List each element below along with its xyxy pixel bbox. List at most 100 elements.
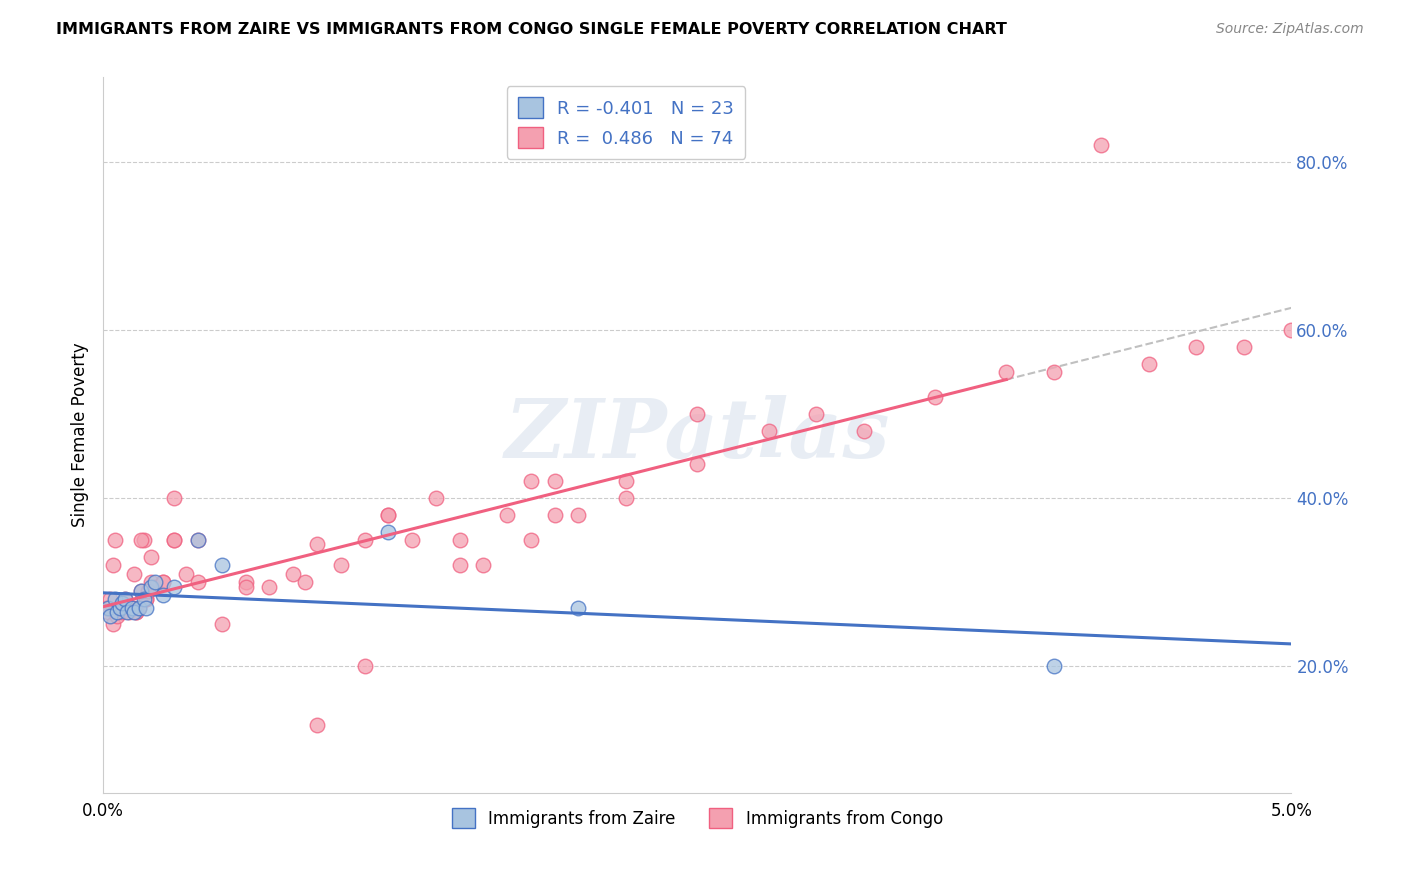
Point	[101, 617, 124, 632]
Point	[804, 407, 827, 421]
Point	[520, 533, 543, 548]
Point	[139, 580, 162, 594]
Point	[118, 605, 141, 619]
Point	[758, 424, 780, 438]
Text: ZIPatlas: ZIPatlas	[505, 395, 890, 475]
Point	[449, 533, 471, 548]
Point	[1233, 340, 1256, 354]
Point	[136, 583, 159, 598]
Point	[108, 600, 131, 615]
Point	[135, 592, 157, 607]
Point	[97, 600, 120, 615]
Point	[377, 508, 399, 522]
Point	[401, 533, 423, 548]
Point	[1137, 357, 1160, 371]
Y-axis label: Single Female Poverty: Single Female Poverty	[72, 343, 89, 527]
Point	[1090, 137, 1112, 152]
Point	[472, 558, 495, 573]
Point	[125, 605, 148, 619]
Point	[329, 558, 352, 573]
Point	[163, 491, 186, 505]
Point	[995, 365, 1018, 379]
Point	[544, 508, 567, 522]
Point	[353, 533, 375, 548]
Point	[377, 508, 399, 522]
Point	[132, 592, 155, 607]
Point	[305, 537, 328, 551]
Point	[105, 609, 128, 624]
Point	[259, 580, 281, 594]
Point	[305, 718, 328, 732]
Text: Source: ZipAtlas.com: Source: ZipAtlas.com	[1216, 22, 1364, 37]
Point	[852, 424, 875, 438]
Point	[152, 575, 174, 590]
Point	[128, 600, 150, 615]
Point	[152, 575, 174, 590]
Point	[163, 533, 186, 548]
Point	[108, 600, 131, 615]
Point	[145, 580, 167, 594]
Point	[121, 600, 143, 615]
Point	[139, 575, 162, 590]
Point	[1185, 340, 1208, 354]
Point	[567, 508, 589, 522]
Point	[132, 533, 155, 548]
Point	[122, 566, 145, 581]
Text: IMMIGRANTS FROM ZAIRE VS IMMIGRANTS FROM CONGO SINGLE FEMALE POVERTY CORRELATION: IMMIGRANTS FROM ZAIRE VS IMMIGRANTS FROM…	[56, 22, 1007, 37]
Point	[614, 475, 637, 489]
Point	[163, 580, 186, 594]
Point	[122, 605, 145, 619]
Point	[294, 575, 316, 590]
Point	[139, 550, 162, 565]
Point	[104, 533, 127, 548]
Point	[115, 605, 138, 619]
Point	[122, 600, 145, 615]
Point	[128, 600, 150, 615]
Point	[152, 588, 174, 602]
Point	[94, 600, 117, 615]
Point	[211, 558, 233, 573]
Point	[125, 605, 148, 619]
Point	[129, 583, 152, 598]
Point	[145, 575, 167, 590]
Point	[425, 491, 447, 505]
Point	[187, 533, 209, 548]
Point	[187, 533, 209, 548]
Point	[567, 600, 589, 615]
Point	[176, 566, 198, 581]
Point	[924, 390, 946, 404]
Point	[163, 533, 186, 548]
Point	[115, 600, 138, 615]
Point	[135, 600, 157, 615]
Point	[1042, 365, 1064, 379]
Point	[544, 475, 567, 489]
Point	[104, 592, 127, 607]
Point	[283, 566, 305, 581]
Point	[98, 592, 121, 607]
Point	[114, 592, 136, 607]
Point	[686, 458, 709, 472]
Point	[98, 609, 121, 624]
Point	[135, 592, 157, 607]
Point	[377, 524, 399, 539]
Point	[496, 508, 519, 522]
Point	[111, 596, 134, 610]
Point	[235, 575, 257, 590]
Point	[121, 600, 143, 615]
Point	[129, 583, 152, 598]
Point	[111, 605, 134, 619]
Point	[101, 558, 124, 573]
Point	[114, 592, 136, 607]
Point	[187, 575, 209, 590]
Legend: Immigrants from Zaire, Immigrants from Congo: Immigrants from Zaire, Immigrants from C…	[444, 802, 949, 834]
Point	[105, 605, 128, 619]
Point	[211, 617, 233, 632]
Point	[353, 659, 375, 673]
Point	[1281, 323, 1303, 337]
Point	[520, 475, 543, 489]
Point	[686, 407, 709, 421]
Point	[1042, 659, 1064, 673]
Point	[449, 558, 471, 573]
Point	[614, 491, 637, 505]
Point	[129, 533, 152, 548]
